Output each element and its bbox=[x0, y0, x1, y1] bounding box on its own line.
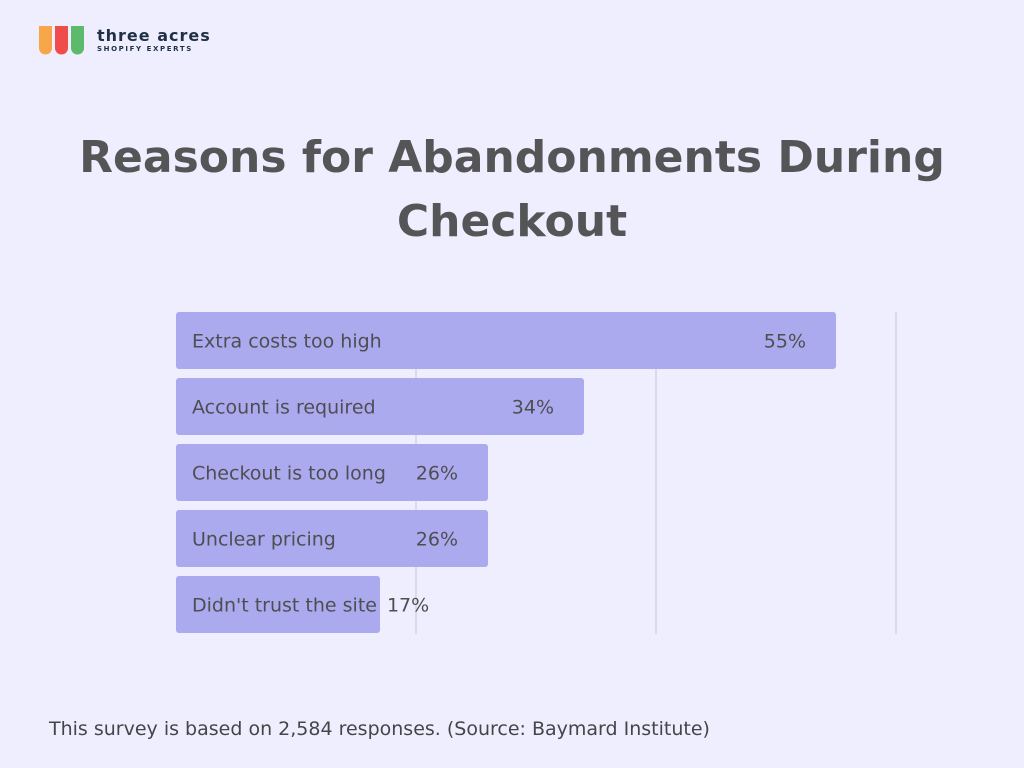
bar-category-label: Extra costs too high bbox=[192, 331, 382, 353]
bar-value-label: 26% bbox=[416, 529, 458, 551]
bar bbox=[176, 576, 380, 633]
bar-category-label: Checkout is too long bbox=[192, 463, 386, 485]
brand-logo: three acres SHOPIFY EXPERTS bbox=[39, 26, 211, 56]
logo-mark-icon bbox=[39, 26, 84, 55]
bar-value-label: 34% bbox=[512, 397, 554, 419]
chart-title: Reasons for Abandonments During Checkout bbox=[79, 132, 945, 247]
bar-value-label: 26% bbox=[416, 463, 458, 485]
bar-category-label: Account is required bbox=[192, 397, 376, 419]
bar bbox=[176, 378, 584, 435]
footnote: This survey is based on 2,584 responses.… bbox=[49, 718, 710, 740]
bar bbox=[176, 312, 836, 369]
bar-category-label: Unclear pricing bbox=[192, 529, 336, 551]
bar bbox=[176, 510, 488, 567]
bar-category-label: Didn't trust the site bbox=[192, 595, 377, 617]
bar-value-label: 17% bbox=[387, 595, 429, 617]
brand-name: three acres bbox=[97, 25, 211, 45]
bar bbox=[176, 444, 488, 501]
brand-tagline: SHOPIFY EXPERTS bbox=[97, 44, 193, 53]
bar-value-label: 55% bbox=[764, 331, 806, 353]
